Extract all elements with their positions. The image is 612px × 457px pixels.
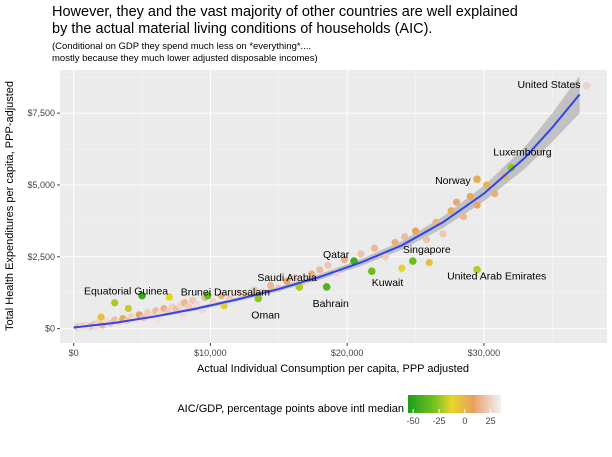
country-label: United Arab Emirates [447, 271, 546, 283]
x-axis-ticks: $0 $10,000 $20,000 $30,000 [69, 343, 501, 358]
data-point-labeled [367, 267, 376, 275]
data-point-labeled [473, 175, 481, 183]
data-point-labeled [203, 291, 212, 300]
country-label: Singapore [403, 244, 451, 256]
subtitle-line-2: mostly because they much lower adjusted … [52, 52, 318, 64]
data-point [283, 277, 291, 285]
legend-tick-label: -50 [407, 416, 420, 426]
x-tick-label: $10,000 [194, 348, 227, 358]
data-point [401, 233, 409, 241]
data-point [234, 289, 242, 297]
data-point [124, 304, 132, 313]
data-point [340, 256, 349, 264]
data-point-labeled [322, 283, 331, 291]
data-point-labeled [254, 294, 263, 303]
data-point [308, 270, 316, 278]
country-labels: United States Luxembourg Norway Singapore Qa… [84, 79, 580, 322]
data-point-labeled [350, 257, 358, 265]
legend-colorbar [408, 395, 501, 413]
data-point [447, 207, 455, 215]
data-point [193, 300, 201, 309]
data-points [74, 82, 591, 332]
subtitle-line-1: (Conditional on GDP they spend much less… [52, 41, 312, 52]
data-point-labeled [295, 283, 304, 291]
data-point-labeled [507, 163, 516, 172]
x-tick-label: $20,000 [331, 348, 364, 358]
x-axis-title: Actual Individual Consumption per capita… [197, 363, 469, 375]
data-point [398, 264, 406, 272]
x-tick-label: $0 [69, 348, 79, 358]
country-label: Brunei Darussalam [181, 287, 271, 299]
data-point-labeled [409, 257, 417, 265]
data-point [165, 293, 173, 301]
data-point [370, 244, 379, 252]
title-line-2: by the actual material living conditions… [52, 21, 433, 37]
y-axis-ticks: $0 $2,500 $5,000 $7,500 [27, 108, 60, 334]
data-point [357, 250, 365, 258]
y-axis-title: Total Health Expenditures per capita, PP… [4, 81, 16, 331]
title-line-1: However, they and the vast majority of o… [52, 4, 518, 20]
y-tick-label: $0 [45, 324, 55, 334]
data-point [411, 227, 420, 235]
data-point [266, 281, 275, 290]
data-point [439, 230, 447, 238]
data-point [452, 198, 461, 206]
data-point [381, 253, 390, 261]
data-point [425, 258, 433, 267]
x-tick-label: $30,000 [468, 348, 501, 358]
country-label: Qatar [323, 249, 350, 261]
country-label: United States [517, 79, 580, 91]
plot-panel [60, 70, 607, 343]
data-point [220, 302, 228, 310]
grid-lines [60, 70, 607, 343]
country-label: Equatorial Guinea [84, 286, 168, 298]
data-point [483, 181, 491, 189]
y-tick-label: $7,500 [27, 108, 55, 118]
country-label: Oman [251, 309, 280, 321]
data-point [391, 238, 399, 247]
chart-title: However, they and the vast majority of o… [52, 4, 602, 38]
data-point [422, 235, 431, 244]
data-point-labeled [138, 291, 146, 300]
data-point [324, 261, 332, 270]
data-point [491, 189, 499, 198]
country-label: Bahrain [313, 298, 349, 310]
legend-title: AIC/GDP, percentage points above intl me… [177, 403, 404, 415]
data-point [217, 291, 225, 300]
data-point [291, 273, 299, 282]
y-tick-label: $5,000 [27, 180, 55, 190]
country-label: Luxembourg [493, 147, 552, 159]
trend-line [73, 93, 581, 329]
legend-tick-label: 0 [462, 416, 467, 426]
data-point [209, 297, 217, 305]
data-point [97, 313, 105, 321]
data-point-labeled [473, 265, 481, 274]
color-legend: AIC/GDP, percentage points above intl me… [177, 395, 501, 426]
data-point-labeled [582, 82, 591, 90]
chart-subtitle: (Conditional on GDP they spend much less… [52, 41, 602, 64]
data-point [154, 316, 163, 324]
data-point [184, 303, 193, 311]
data-point [316, 266, 324, 274]
data-point [466, 192, 474, 201]
data-point [111, 299, 119, 307]
data-point [250, 286, 258, 294]
country-label: Saudi Arabia [257, 272, 317, 284]
data-point [459, 212, 468, 221]
legend-tick-label: 25 [486, 416, 496, 426]
country-label: Norway [435, 175, 471, 187]
legend-ticks: -50 -25 0 25 [407, 409, 496, 426]
country-label: Kuwait [372, 277, 404, 289]
legend-tick-label: -25 [432, 416, 445, 426]
y-tick-label: $2,500 [27, 252, 55, 262]
data-point [473, 201, 481, 209]
